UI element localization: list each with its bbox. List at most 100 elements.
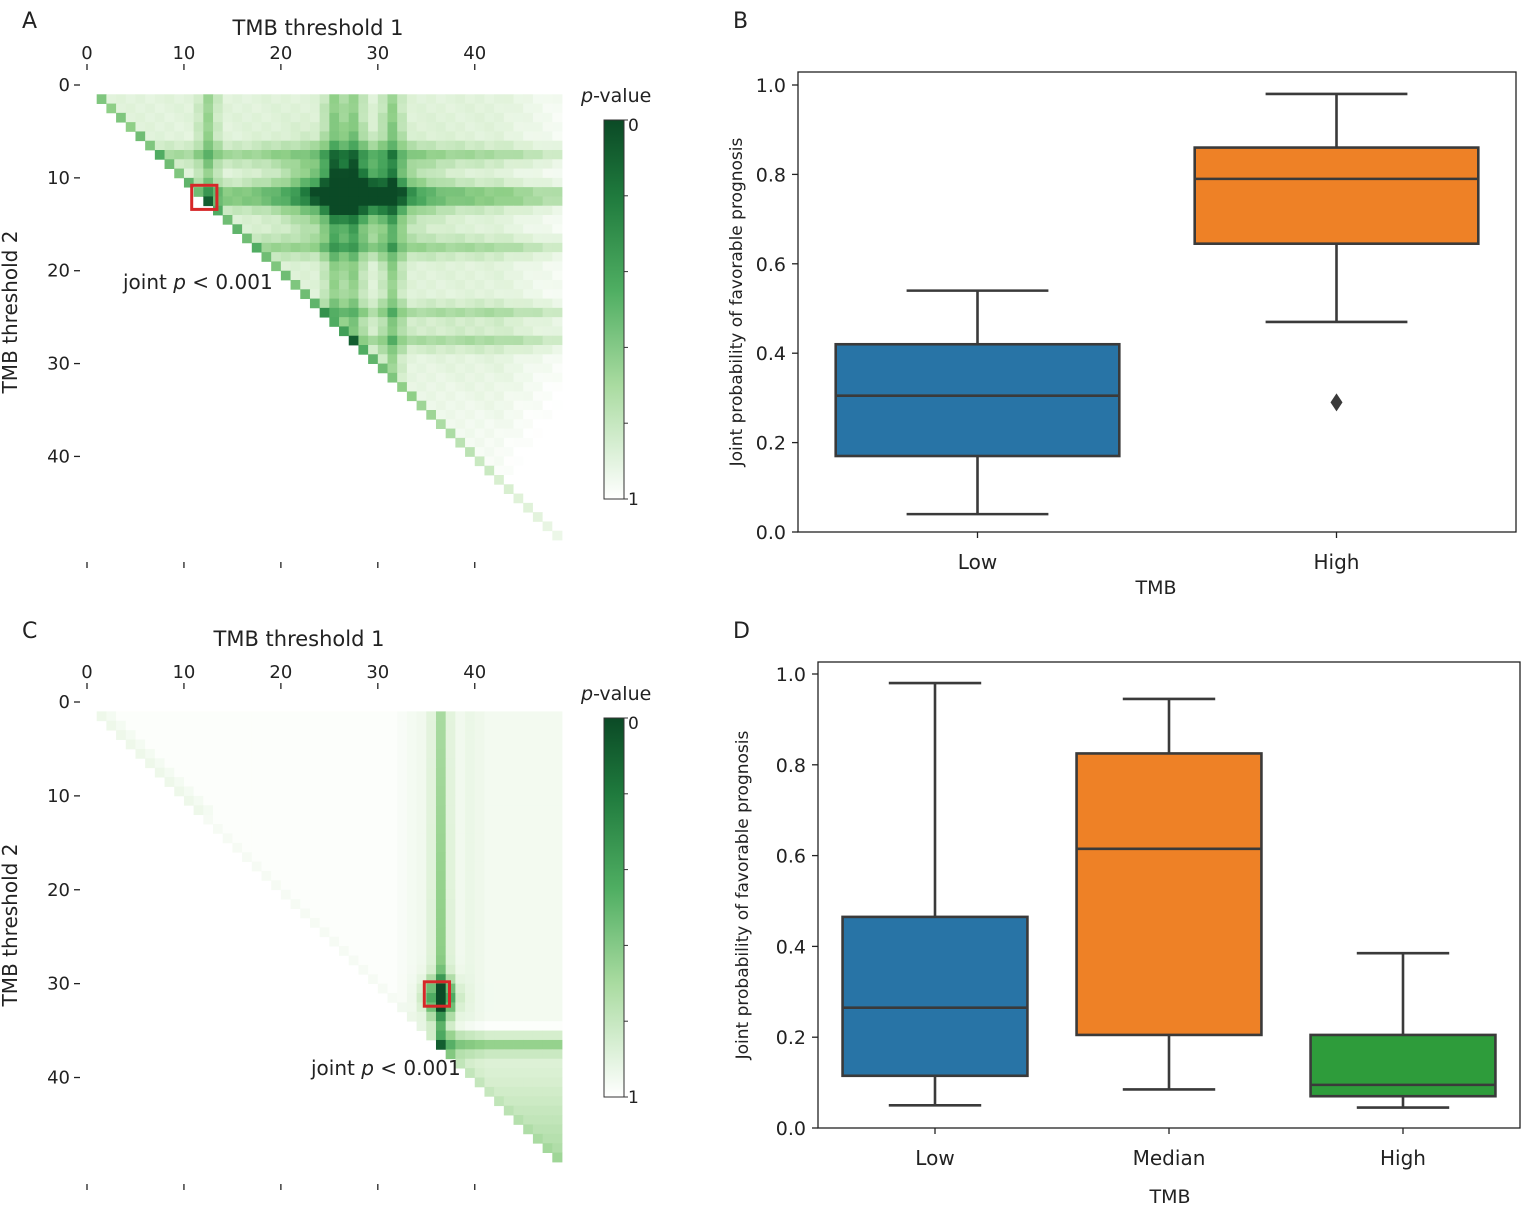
heatmap-cell [280,196,291,207]
heatmap-cell [474,852,485,862]
heatmap-cell [445,899,456,909]
heatmap-cell [484,1049,495,1060]
heatmap-cell [368,777,379,787]
heatmap-cell [513,437,524,448]
heatmap-cell [435,1021,447,1031]
heatmap-cell [523,391,534,402]
heatmap-cell [494,456,505,467]
heatmap-cell [203,196,214,207]
heatmap-cell [435,326,447,337]
heatmap-cell [494,196,505,207]
heatmap-cell [261,870,272,881]
panel-c-colorbar-label: p-value [580,683,651,705]
heatmap-cell [542,777,553,787]
heatmap-cell [368,946,379,956]
heatmap-cell [532,177,544,188]
heatmap-cell [397,880,408,891]
heatmap-cell [319,298,330,309]
heatmap-cell [542,880,553,891]
heatmap-cell [513,786,524,797]
heatmap-cell [222,140,233,151]
heatmap-cell [348,215,359,225]
heatmap-cell [213,177,224,188]
heatmap-cell [474,94,485,104]
heatmap-cell [474,168,485,179]
heatmap-cell [174,131,185,142]
heatmap-cell [474,391,485,402]
panel-b-x-axis: Low High [958,532,1359,574]
heatmap-cell [397,730,408,740]
heatmap-cell [435,927,447,938]
heatmap-cell [329,112,340,123]
heatmap-cell [251,842,262,853]
heatmap-cell [358,917,369,928]
heatmap-cell [164,758,175,769]
heatmap-cell [319,150,330,160]
heatmap-cell [435,1011,447,1022]
heatmap-cell [552,711,563,722]
heatmap-cell [280,767,291,778]
heatmap-cell [203,730,214,740]
heatmap-cell [358,261,369,272]
heatmap-cell [280,739,291,750]
heatmap-cell [387,150,398,160]
heatmap-cell [542,307,553,318]
heatmap-cell [368,233,379,244]
heatmap-cell [552,502,563,513]
heatmap-cell [348,317,359,327]
heatmap-cell [193,159,204,169]
heatmap-cell [251,224,262,234]
heatmap-cell [552,1049,563,1060]
heatmap-cell [542,1049,553,1060]
heatmap-cell [532,354,544,364]
heatmap-cell [280,842,291,853]
heatmap-cell [542,410,553,420]
heatmap-cell [503,1011,514,1022]
heatmap-cell [465,964,476,975]
heatmap-cell [513,400,524,411]
heatmap-cell [329,936,340,947]
panel-a-annotation: joint p < 0.001 [122,270,273,294]
heatmap-cell [542,103,553,114]
heatmap-cell [503,927,514,938]
heatmap-cell [358,317,369,327]
heatmap-cell [455,391,466,402]
y-tick-label: 30 [47,974,70,995]
heatmap-cell [406,899,417,909]
heatmap-cell [503,1039,514,1050]
heatmap-cell [329,298,340,309]
heatmap-cell [416,400,427,411]
heatmap-cell [552,298,563,309]
heatmap-cell [348,955,359,966]
heatmap-cell [445,252,456,262]
heatmap-cell [387,122,398,132]
heatmap-cell [494,307,505,318]
heatmap-cell [290,805,301,816]
heatmap-cell [125,112,136,123]
heatmap-cell [426,730,437,740]
heatmap-cell [387,196,398,207]
heatmap-cell [445,326,456,337]
heatmap-cell [416,372,427,383]
heatmap-cell [552,758,563,769]
heatmap-cell [387,177,398,188]
heatmap-cell [426,94,437,104]
heatmap-cell [474,382,485,392]
heatmap-cell [368,767,379,778]
x-tick-label: 0 [81,43,92,64]
heatmap-cell [455,289,466,299]
heatmap-cell [523,1068,534,1078]
heatmap-cell [474,964,485,975]
heatmap-cell [455,215,466,225]
heatmap-cell [455,861,466,872]
heatmap-cell [387,814,398,825]
heatmap-cell [474,187,485,197]
heatmap-cell [474,955,485,966]
heatmap-cell [416,215,427,225]
heatmap-cell [397,870,408,881]
heatmap-cell [532,1049,544,1060]
heatmap-cell [445,739,456,750]
heatmap-cell [552,720,563,731]
heatmap-cell [339,889,350,900]
heatmap-cell [242,748,253,759]
